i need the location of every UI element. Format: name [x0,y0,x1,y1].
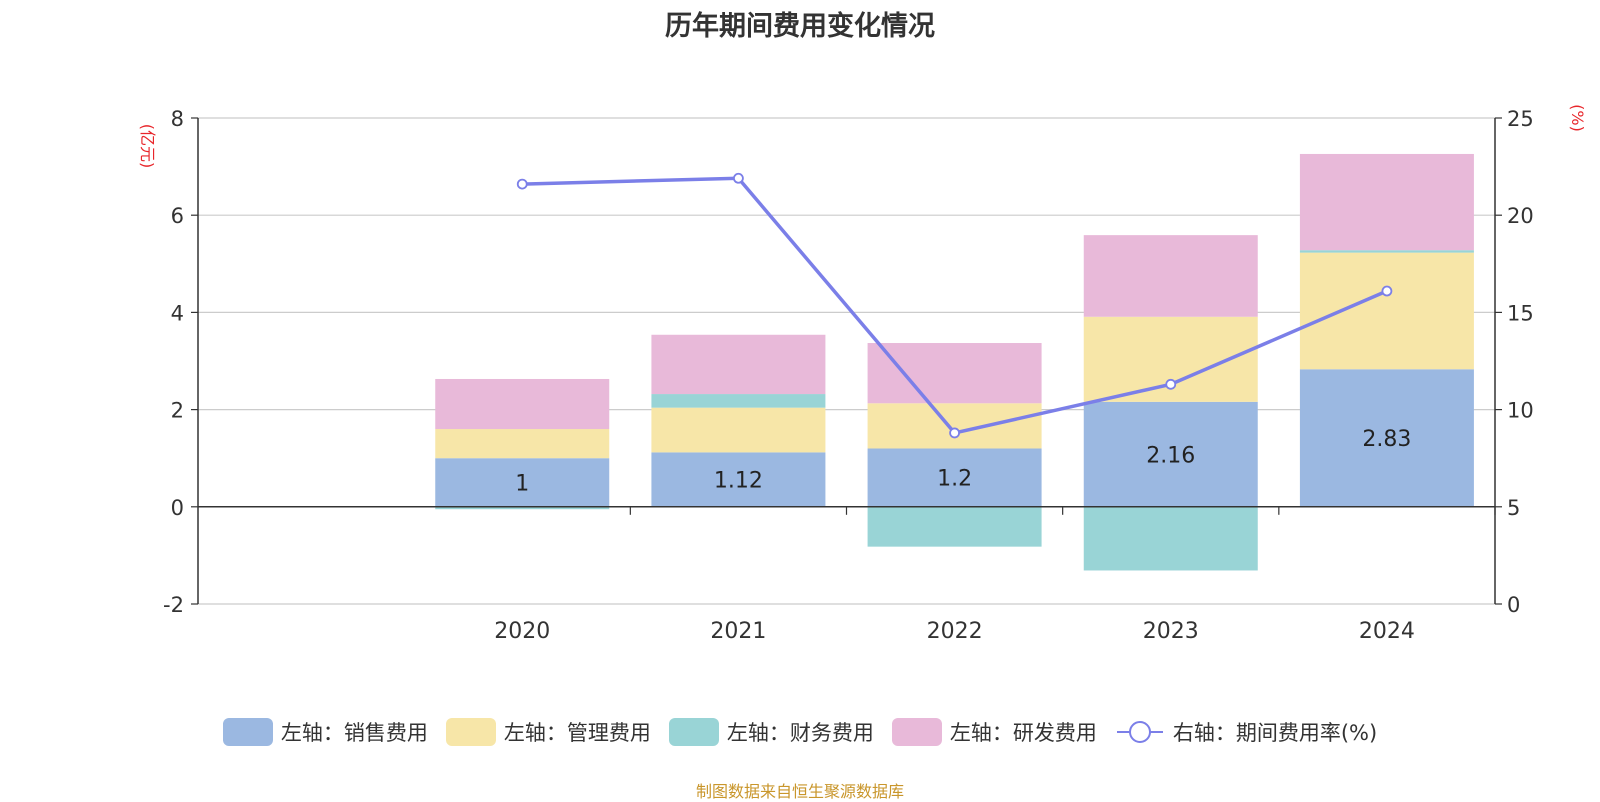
rate-point [1165,378,1177,390]
left-axis-tick-label: 0 [171,496,184,520]
legend-item[interactable]: 右轴：期间费用率(%) [1115,717,1377,747]
rate-point [516,178,528,190]
x-axis-tick-label: 2020 [494,619,550,644]
bar-segment [435,506,610,510]
bar-value-label: 1.2 [937,467,972,492]
bar-segment [867,506,1042,547]
bar-value-label: 2.83 [1362,427,1411,452]
bar-segment [1083,235,1258,317]
x-axis-tick-label: 2021 [710,619,766,644]
left-axis-unit-label: (亿元) [138,124,157,169]
x-axis-tick-label: 2023 [1143,619,1199,644]
rate-point [1381,285,1393,297]
right-axis-tick-label: 15 [1507,301,1534,325]
legend-item[interactable]: 左轴：研发费用 [891,717,1097,747]
bar-segment [435,378,610,430]
legend-label: 左轴：销售费用 [280,721,428,745]
legend-line-marker [1128,721,1151,743]
bar-segment [1299,252,1474,370]
bar-segment [1299,250,1474,253]
legend-swatch [891,718,942,746]
bar-value-label: 1 [515,472,529,497]
x-axis-tick-label: 2024 [1359,619,1415,644]
left-axis-tick-label: -2 [163,593,184,617]
legend-item[interactable]: 左轴：财务费用 [668,717,874,747]
bar-segment [435,458,610,507]
bar-segment [651,334,826,395]
bar-segment [1299,153,1474,251]
legend-label: 右轴：期间费用率(%) [1172,721,1378,745]
bar-segment [651,394,826,408]
legend-line-swatch [1116,721,1163,743]
legend-swatch [445,718,496,746]
legend-label: 左轴：财务费用 [726,721,874,745]
bar-segment [435,429,610,459]
right-axis-tick-label: 20 [1507,204,1534,228]
legend-swatch [668,718,719,746]
left-axis-tick-label: 4 [171,301,184,325]
legend-item[interactable]: 左轴：管理费用 [445,717,651,747]
bar-segment [867,448,1042,507]
x-axis-tick-label: 2022 [927,619,983,644]
bar-segment [867,343,1042,404]
left-axis-tick-label: 8 [171,107,184,131]
chart-title: 历年期间费用变化情况 [665,11,935,42]
rate-point [949,427,960,439]
left-axis-tick-label: 2 [171,399,184,423]
legend: 左轴：销售费用 左轴：管理费用 左轴：财务费用 左轴：研发费用 右轴：期间费用率(%) [0,717,1600,747]
right-axis-tick-label: 5 [1507,496,1520,520]
bar-value-label: 2.16 [1146,443,1195,468]
legend-label: 左轴：研发费用 [949,721,1097,745]
rate-point [733,172,744,184]
bar-segment [867,403,1042,449]
bar-value-label: 1.12 [714,469,763,494]
legend-swatch [222,718,273,746]
legend-label: 左轴：管理费用 [503,721,651,745]
bar-segment [1299,369,1474,507]
bar-segment [651,407,826,453]
legend-item[interactable]: 左轴：销售费用 [222,717,428,747]
bar-segment [651,452,826,507]
right-axis-unit-label: (%) [1568,104,1587,132]
right-axis-tick-label: 10 [1507,399,1534,423]
right-axis-tick-label: 0 [1507,593,1520,617]
right-axis-tick-label: 25 [1507,107,1534,131]
left-axis-tick-label: 6 [171,204,184,228]
bar-segment [1083,506,1258,571]
bar-segment [1083,401,1258,507]
source-note: 制图数据来自恒生聚源数据库 [695,782,904,801]
